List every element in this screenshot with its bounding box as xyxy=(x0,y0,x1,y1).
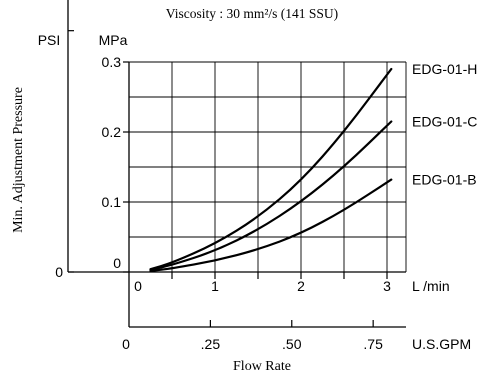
lmin-tick-label: 1 xyxy=(211,278,219,294)
x-axis-title: Flow Rate xyxy=(233,359,291,374)
lmin-tick-label: 0 xyxy=(134,278,142,294)
lmin-tick-label: 3 xyxy=(383,278,391,294)
gpm-tick-label: .75 xyxy=(363,336,383,352)
mpa-unit-label: MPa xyxy=(99,32,128,48)
series-curve-edg-01-b xyxy=(149,178,393,272)
series-curve-edg-01-h xyxy=(149,67,393,271)
psi-unit-label: PSI xyxy=(38,32,61,48)
gpm-tick-label: .25 xyxy=(201,336,221,352)
series-label-edg-01-c: EDG-01-C xyxy=(412,114,477,130)
chart-title: Viscosity : 30 mm²/s (141 SSU) xyxy=(166,6,338,21)
mpa-tick-label: 0.1 xyxy=(102,194,122,210)
mpa-tick-label: 0.3 xyxy=(102,54,122,70)
axis-ticks: 00.10.20.3010020030040001230.25.50.75 xyxy=(55,30,391,352)
lmin-tick-label: 2 xyxy=(297,278,305,294)
gpm-tick-label: .50 xyxy=(282,336,302,352)
grid-lines xyxy=(129,61,407,272)
series-labels: EDG-01-H EDG-01-C EDG-01-B xyxy=(412,61,477,188)
series-label-edg-01-b: EDG-01-B xyxy=(412,172,477,188)
series-curve-edg-01-c xyxy=(149,120,393,271)
axes xyxy=(67,0,406,328)
mpa-tick-label: 0.2 xyxy=(102,124,122,140)
gpm-unit-label: U.S.GPM xyxy=(412,336,471,352)
mpa-tick-label: 0 xyxy=(113,255,121,271)
series-curves xyxy=(149,67,393,272)
psi-tick-label: 0 xyxy=(55,264,63,280)
gpm-tick-label: 0 xyxy=(122,336,130,352)
y-axis-title: Min. Adjustment Pressure xyxy=(11,87,26,233)
lmin-unit-label: L /min xyxy=(412,278,450,294)
series-label-edg-01-h: EDG-01-H xyxy=(412,61,477,77)
